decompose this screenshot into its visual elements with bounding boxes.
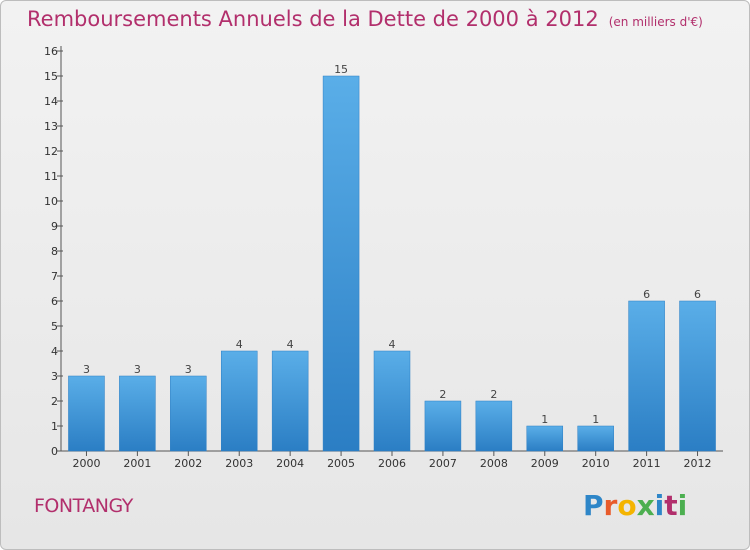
value-label: 2 (490, 388, 497, 401)
y-tick-label: 6 (51, 295, 58, 308)
value-label: 1 (541, 413, 548, 426)
bar-2010 (577, 425, 614, 452)
y-tick-label: 11 (44, 170, 58, 183)
bar-2009 (526, 425, 564, 452)
x-tick-label: 2008 (480, 457, 508, 470)
y-tick-label: 9 (51, 220, 58, 233)
y-tick-label: 7 (51, 270, 58, 283)
bar-2005 (322, 75, 360, 452)
logo-letter: x (636, 489, 655, 522)
value-label: 3 (83, 363, 90, 376)
logo-letter: i (677, 489, 688, 522)
value-label: 15 (334, 63, 348, 76)
logo-letter: P (583, 489, 604, 522)
bar-2011 (628, 300, 665, 452)
x-tick-label: 2011 (633, 457, 661, 470)
x-tick-label: 2000 (72, 457, 100, 470)
bar-2001 (119, 375, 156, 452)
x-tick-label: 2003 (225, 457, 253, 470)
value-label: 3 (134, 363, 141, 376)
value-label: 6 (643, 288, 650, 301)
value-label: 4 (287, 338, 294, 351)
bar-2008 (475, 400, 513, 452)
y-tick-label: 0 (51, 445, 58, 458)
logo-letter: o (617, 489, 637, 522)
y-tick-label: 12 (44, 145, 58, 158)
logo-letter: r (603, 489, 618, 522)
value-label: 3 (185, 363, 192, 376)
value-labels: 3 3 3 4 4 15 4 2 2 1 1 6 6 (83, 63, 701, 426)
x-tick-label: 2004 (276, 457, 304, 470)
proxiti-logo: Proxiti (583, 489, 687, 522)
y-tick-label: 3 (51, 370, 58, 383)
commune-name: FONTANGY (34, 495, 133, 517)
logo-letter: t (664, 489, 678, 522)
y-tick-label: 5 (51, 320, 58, 333)
value-label: 6 (694, 288, 701, 301)
y-tick-label: 16 (44, 45, 58, 58)
unit-note: (en milliers d'€) (608, 15, 703, 29)
y-tick-label: 10 (44, 195, 58, 208)
bar-2006 (373, 350, 411, 452)
x-tick-label: 2006 (378, 457, 406, 470)
bar-2000 (68, 375, 105, 452)
bar-2004 (271, 350, 309, 452)
bar-2002 (170, 375, 207, 452)
bar-2003 (220, 350, 258, 452)
x-tick-label: 2012 (684, 457, 712, 470)
y-tick-label: 15 (44, 70, 58, 83)
y-tick-label: 2 (51, 395, 58, 408)
value-label: 4 (236, 338, 243, 351)
y-tick-label: 4 (51, 345, 58, 358)
bar-2012 (679, 300, 716, 452)
bar-2007 (424, 400, 462, 452)
y-tick-label: 13 (44, 120, 58, 133)
x-tick-label: 2010 (582, 457, 610, 470)
x-tick-label: 2009 (531, 457, 559, 470)
x-tick-label: 2005 (327, 457, 355, 470)
y-tick-label: 14 (44, 95, 58, 108)
x-tick-label: 2007 (429, 457, 457, 470)
value-label: 2 (439, 388, 446, 401)
y-tick-label: 1 (51, 420, 58, 433)
chart-title-text: Remboursements Annuels de la Dette de 20… (27, 7, 599, 31)
value-label: 1 (592, 413, 599, 426)
logo-letter: i (654, 489, 665, 522)
x-tick-label: 2002 (174, 457, 202, 470)
chart-title: Remboursements Annuels de la Dette de 20… (27, 7, 703, 31)
y-tick-label: 8 (51, 245, 58, 258)
value-label: 4 (389, 338, 396, 351)
x-tick-label: 2001 (123, 457, 151, 470)
bars (68, 75, 716, 452)
